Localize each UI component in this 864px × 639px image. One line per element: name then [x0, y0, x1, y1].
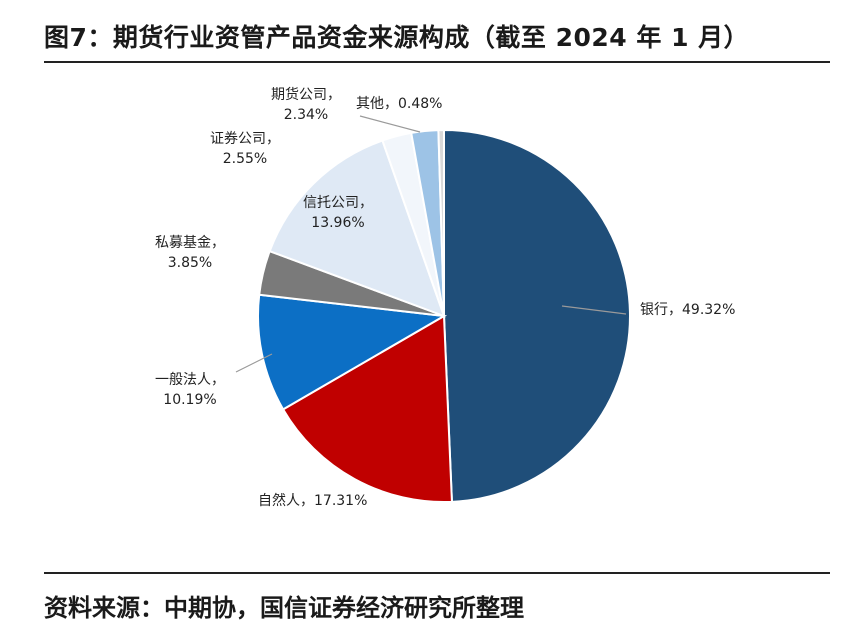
slice-label-7: 其他，0.48% [356, 96, 442, 112]
leader-line-2 [235, 353, 273, 373]
source-note: 资料来源：中期协，国信证券经济研究所整理 [44, 594, 524, 622]
pie-slice-4 [268, 139, 446, 318]
top-rule [44, 61, 830, 63]
chart-title: 图7：期货行业资管产品资金来源构成（截至 2024 年 1 月） [44, 23, 750, 52]
slice-label-6: 期货公司， 2.34% [271, 86, 341, 123]
bottom-rule [44, 572, 830, 574]
slice-label-2: 一般法人， 10.19% [155, 372, 225, 408]
slice-label-4: 信托公司， 13.96% [303, 195, 373, 231]
slice-label-5: 证券公司， 2.55% [210, 131, 280, 167]
pie-slice-7 [437, 128, 445, 317]
slice-label-0: 银行，49.32% [640, 302, 735, 318]
leader-line-0 [561, 305, 627, 315]
pie-slice-1 [281, 314, 453, 503]
slice-label-1: 自然人，17.31% [258, 492, 367, 509]
slice-labels: 银行，49.32% 自然人，17.31% 一般法人， 10.19% 私募基金， 3.85%… [155, 86, 735, 509]
pie-slice-0 [443, 128, 631, 503]
pie-slices [256, 128, 631, 503]
slice-label-3: 私募基金， 3.85% [155, 234, 225, 271]
pie-slice-2 [256, 293, 448, 411]
leader-lines [235, 115, 627, 373]
leader-line-7 [359, 115, 421, 133]
